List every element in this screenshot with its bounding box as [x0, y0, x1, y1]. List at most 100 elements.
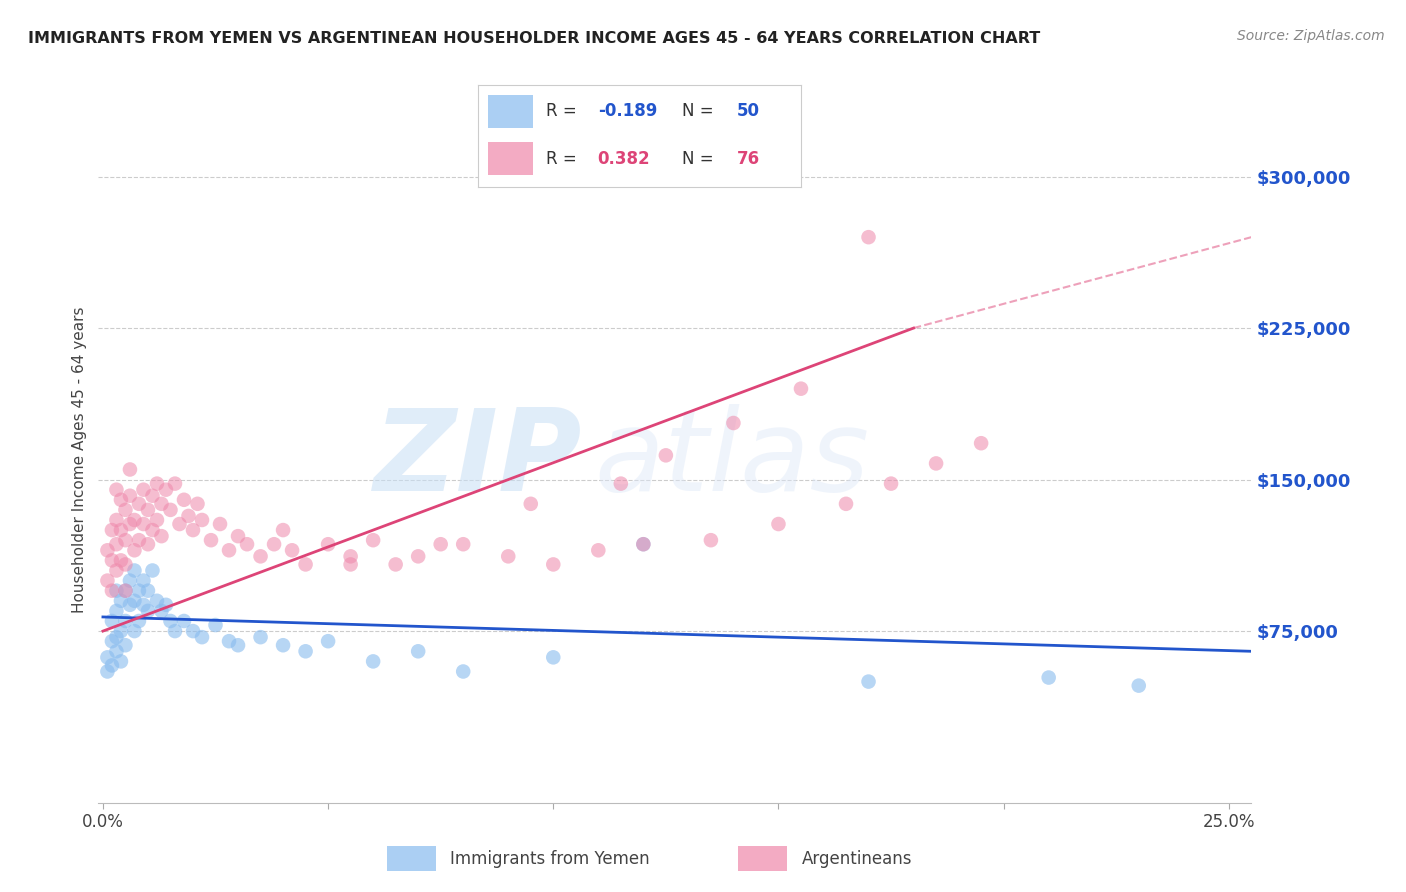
- Point: [633, 537, 655, 551]
- Point: [610, 476, 633, 491]
- Bar: [738, 847, 787, 871]
- Point: [191, 630, 214, 644]
- Point: [114, 583, 136, 598]
- Point: [723, 416, 745, 430]
- Point: [281, 543, 304, 558]
- Point: [496, 549, 519, 564]
- Point: [790, 382, 813, 396]
- Point: [835, 497, 858, 511]
- Point: [159, 614, 181, 628]
- Point: [128, 614, 150, 628]
- Point: [970, 436, 993, 450]
- Point: [124, 594, 146, 608]
- Point: [110, 654, 132, 668]
- Point: [249, 630, 271, 644]
- Point: [700, 533, 723, 548]
- Point: [110, 523, 132, 537]
- Point: [118, 598, 141, 612]
- Point: [101, 634, 124, 648]
- Point: [451, 665, 474, 679]
- Point: [124, 543, 146, 558]
- Point: [136, 583, 159, 598]
- Point: [150, 604, 173, 618]
- Point: [101, 523, 124, 537]
- Point: [543, 558, 565, 572]
- Point: [150, 497, 173, 511]
- Point: [101, 614, 124, 628]
- Point: [132, 574, 155, 588]
- Text: 76: 76: [737, 150, 759, 168]
- Text: 0.382: 0.382: [598, 150, 651, 168]
- Point: [146, 476, 169, 491]
- Point: [361, 654, 384, 668]
- Point: [858, 230, 880, 244]
- Point: [173, 614, 195, 628]
- Point: [200, 533, 222, 548]
- Point: [316, 634, 339, 648]
- Point: [96, 665, 118, 679]
- Point: [105, 630, 128, 644]
- Point: [136, 604, 159, 618]
- Point: [105, 537, 128, 551]
- Point: [105, 513, 128, 527]
- Point: [105, 583, 128, 598]
- Point: [118, 574, 141, 588]
- Point: [169, 516, 191, 531]
- Point: [124, 564, 146, 578]
- Point: [114, 533, 136, 548]
- Bar: [387, 847, 436, 871]
- Point: [339, 549, 361, 564]
- Point: [159, 503, 181, 517]
- Text: ZIP: ZIP: [374, 404, 582, 515]
- Point: [218, 543, 240, 558]
- Point: [271, 638, 294, 652]
- Point: [105, 483, 128, 497]
- Point: [316, 537, 339, 551]
- Point: [114, 614, 136, 628]
- Point: [155, 483, 177, 497]
- Point: [96, 650, 118, 665]
- Point: [768, 516, 790, 531]
- Point: [150, 529, 173, 543]
- Point: [271, 523, 294, 537]
- Point: [519, 497, 541, 511]
- Point: [588, 543, 610, 558]
- Point: [101, 553, 124, 567]
- Text: R =: R =: [546, 150, 582, 168]
- Point: [128, 533, 150, 548]
- Point: [858, 674, 880, 689]
- Point: [128, 497, 150, 511]
- Point: [114, 583, 136, 598]
- Point: [633, 537, 655, 551]
- Point: [141, 489, 163, 503]
- Y-axis label: Householder Income Ages 45 - 64 years: Householder Income Ages 45 - 64 years: [72, 306, 87, 613]
- Point: [132, 598, 155, 612]
- Point: [105, 604, 128, 618]
- Point: [132, 516, 155, 531]
- Point: [163, 624, 186, 639]
- Point: [204, 618, 226, 632]
- Point: [191, 513, 214, 527]
- Point: [655, 448, 678, 462]
- Point: [96, 574, 118, 588]
- Point: [543, 650, 565, 665]
- Point: [181, 624, 204, 639]
- Point: [186, 497, 208, 511]
- Point: [155, 598, 177, 612]
- Point: [294, 644, 316, 658]
- Point: [101, 658, 124, 673]
- Point: [218, 634, 240, 648]
- Point: [132, 483, 155, 497]
- Point: [114, 558, 136, 572]
- Point: [146, 513, 169, 527]
- Point: [105, 564, 128, 578]
- Text: N =: N =: [682, 103, 718, 120]
- Point: [1128, 679, 1150, 693]
- Point: [124, 624, 146, 639]
- Point: [128, 583, 150, 598]
- Point: [101, 583, 124, 598]
- Point: [173, 492, 195, 507]
- Point: [141, 523, 163, 537]
- Point: [110, 492, 132, 507]
- Point: [181, 523, 204, 537]
